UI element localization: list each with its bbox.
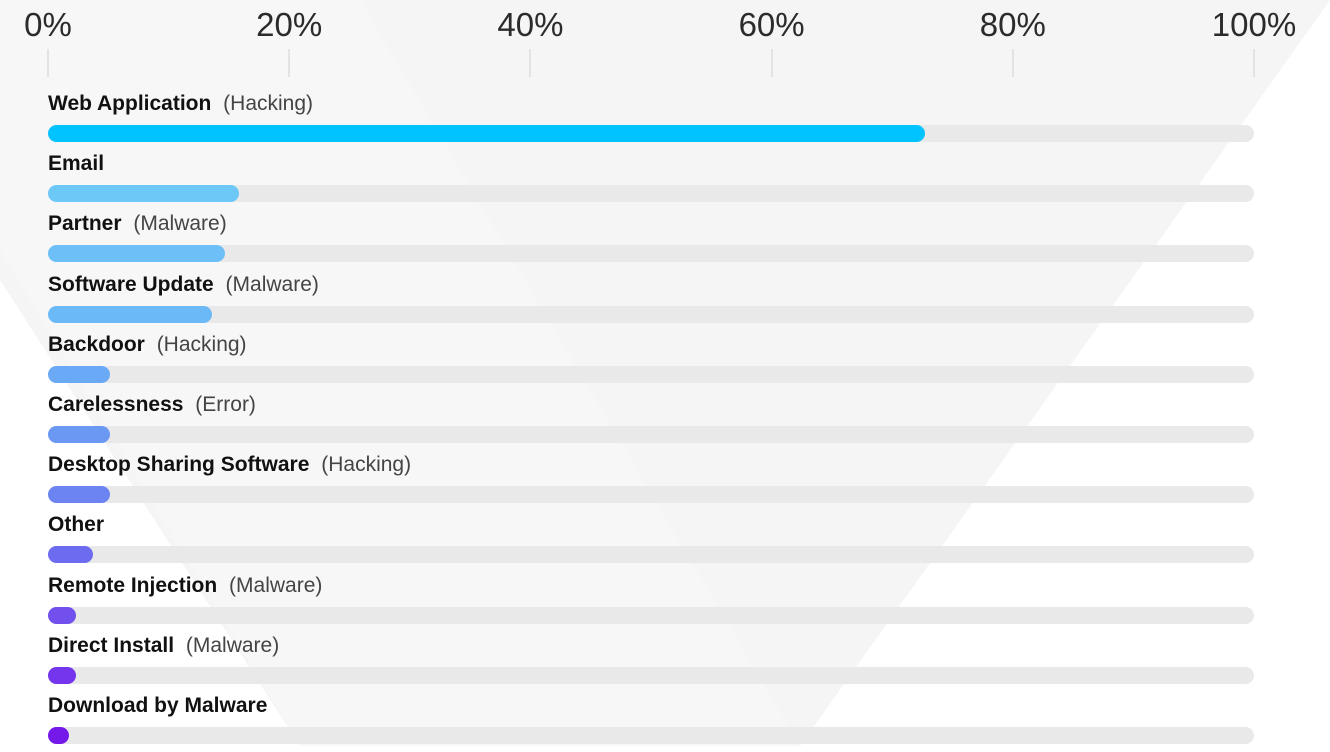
bar-label: Web Application (Hacking) <box>48 90 313 118</box>
bar-fill <box>48 666 76 684</box>
bar-category-label: Web Application <box>48 92 212 115</box>
bar-track <box>48 666 1254 684</box>
bar-category-label: Desktop Sharing Software <box>48 453 310 477</box>
x-tick-label: 40% <box>497 6 564 43</box>
bar-label: Partner (Malware) <box>48 210 227 238</box>
bar-track <box>48 365 1254 383</box>
bar-fill <box>48 606 76 624</box>
bar-label: Desktop Sharing Software (Hacking) <box>48 451 411 479</box>
bar-label: Download by Malware <box>48 692 267 720</box>
bar-category-label: Email <box>48 152 105 176</box>
x-tick-mark <box>529 49 532 77</box>
bar-track <box>48 125 1254 142</box>
bar-category-label: Software Update <box>48 272 214 296</box>
bar-fill <box>48 365 110 383</box>
bar-label: Email <box>48 150 104 178</box>
bar-row: Software Update (Malware) <box>48 271 1254 331</box>
bar-row: Partner (Malware) <box>48 210 1254 270</box>
x-tick-mark <box>770 49 773 77</box>
bar-track <box>48 426 1254 443</box>
bar-track <box>48 546 1254 564</box>
bar-label: Other <box>48 511 104 539</box>
bar-fill <box>48 546 93 564</box>
bar-qualifier-label: (Malware) <box>223 573 323 597</box>
bar-category-label: Remote Injection <box>48 573 218 597</box>
bar-row: Remote Injection (Malware) <box>48 572 1254 632</box>
bar-label: Direct Install (Malware) <box>48 632 279 660</box>
x-tick-label: 80% <box>979 6 1046 43</box>
bar-qualifier-label: (Malware) <box>219 272 319 296</box>
x-tick-mark <box>288 49 291 77</box>
bar-track <box>48 245 1254 263</box>
bar-track <box>48 606 1254 624</box>
bar-category-label: Backdoor <box>48 332 145 356</box>
bar-track <box>48 486 1254 504</box>
bar-row: Web Application (Hacking) <box>48 90 1254 150</box>
bar-qualifier-label: (Error) <box>189 393 256 416</box>
x-tick-mark <box>1011 49 1014 77</box>
x-tick-label: 60% <box>738 6 805 43</box>
bar-fill <box>48 426 110 443</box>
bar-label: Remote Injection (Malware) <box>48 572 322 600</box>
bar-row: Backdoor (Hacking) <box>48 331 1254 391</box>
bar-qualifier-label: (Hacking) <box>150 332 247 356</box>
bar-track <box>48 727 1254 744</box>
bar-fill <box>48 727 69 744</box>
bar-fill <box>48 185 239 203</box>
bar-fill <box>48 125 925 142</box>
bar-qualifier-label: (Hacking) <box>217 92 314 115</box>
x-tick-mark <box>1253 49 1255 77</box>
bar-qualifier-label: (Hacking) <box>315 453 412 477</box>
bar-category-label: Partner <box>48 212 122 236</box>
bar-fill <box>48 486 110 504</box>
bar-row: Carelessness (Error) <box>48 391 1254 451</box>
bar-category-label: Download by Malware <box>48 694 268 717</box>
bar-row: Download by Malware <box>48 692 1254 752</box>
bar-label: Backdoor (Hacking) <box>48 331 247 359</box>
bar-row: Email <box>48 150 1254 210</box>
x-tick-label: 100% <box>1211 6 1297 43</box>
bar-category-label: Other <box>48 513 105 537</box>
bar-label: Software Update (Malware) <box>48 271 319 299</box>
bar-qualifier-label: (Malware) <box>127 212 227 236</box>
bar-category-label: Direct Install <box>48 633 175 657</box>
bar-fill <box>48 305 213 323</box>
bar-row: Desktop Sharing Software (Hacking) <box>48 451 1254 511</box>
x-tick-label: 20% <box>256 6 323 43</box>
x-tick-label: 0% <box>24 6 72 43</box>
bar-row: Direct Install (Malware) <box>48 632 1254 692</box>
bar-qualifier-label: (Malware) <box>180 633 280 657</box>
bar-label: Carelessness (Error) <box>48 391 256 419</box>
bar-category-label: Carelessness <box>48 393 184 416</box>
bar-row: Other <box>48 511 1254 571</box>
bar-fill <box>48 245 226 263</box>
bar-track <box>48 185 1254 203</box>
x-tick-mark <box>47 49 49 77</box>
bar-track <box>48 305 1254 323</box>
